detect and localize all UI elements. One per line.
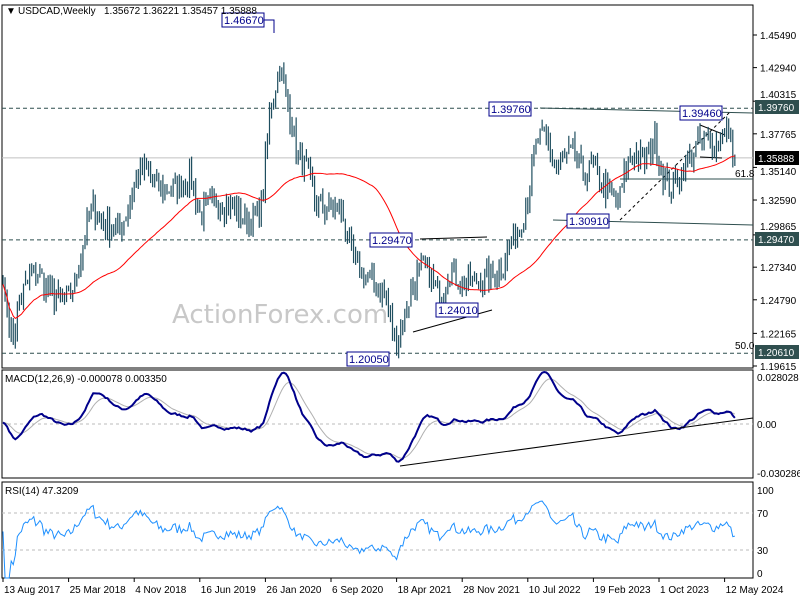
price-tick-label: 1.37765	[760, 130, 797, 141]
rsi-label: RSI(14) 47.3209	[5, 486, 79, 497]
ohlc-readout: 1.35672 1.36221 1.35457 1.35888	[104, 6, 257, 17]
price-bars	[2, 62, 736, 359]
annotation-1-29470: 1.29470	[369, 232, 413, 248]
annotation-1-39460: 1.39460	[679, 105, 723, 121]
tag-current-price: 1.35888	[758, 154, 795, 165]
svg-text:1.24010: 1.24010	[438, 305, 478, 317]
date-tick-label: 16 Jun 2019	[201, 585, 256, 596]
annotation-1-30910: 1.30910	[566, 213, 610, 229]
price-tick-label: 1.22165	[760, 329, 797, 340]
price-tick-label: 1.40315	[760, 90, 797, 101]
moving-average-line	[2, 155, 735, 320]
price-tick-label: 1.35140	[760, 167, 797, 178]
date-tick-label: 1 Oct 2023	[660, 585, 709, 596]
flag-lower-line	[699, 156, 723, 159]
price-tick-label: 1.32590	[760, 196, 797, 207]
symbol-label: USDCAD,Weekly	[18, 6, 96, 17]
fib-50-label: 50.0	[735, 341, 755, 352]
macd-tick-zero: 0.00	[757, 420, 777, 431]
watermark: ActionForex.com	[172, 300, 388, 330]
date-tick-label: 25 Mar 2018	[70, 585, 127, 596]
date-tick-label: 26 Jan 2020	[266, 585, 321, 596]
svg-text:1.30910: 1.30910	[569, 216, 609, 228]
price-panel-frame	[1, 4, 754, 369]
price-tick-label: 1.27340	[760, 263, 797, 274]
svg-text:1.46670: 1.46670	[224, 15, 264, 27]
rsi-panel-frame	[1, 481, 754, 579]
date-tick-label: 10 Jul 2022	[529, 585, 581, 596]
svg-text:1.39460: 1.39460	[682, 108, 722, 120]
rsi-line	[2, 500, 735, 579]
date-tick-label: 28 Nov 2021	[463, 585, 520, 596]
svg-text:1.20050: 1.20050	[349, 354, 389, 366]
annotation-1-24010: 1.24010	[435, 302, 479, 318]
price-tick-label: 1.29865	[760, 222, 797, 233]
svg-text:1.29470: 1.29470	[372, 235, 412, 247]
rsi-tick-70: 70	[757, 509, 769, 520]
date-tick-label: 18 Apr 2021	[398, 585, 452, 596]
fib-618-label: 61.8	[735, 169, 755, 180]
rsi-tick-100: 100	[757, 486, 774, 497]
collapse-triangle-icon[interactable]: ▼	[6, 6, 16, 17]
rsi-tick-30: 30	[757, 546, 769, 557]
annotation-high-1-46670: 1.46670	[221, 12, 275, 33]
date-tick-label: 12 May 2024	[726, 585, 784, 596]
macd-label: MACD(12,26,9) -0.000078 0.003350	[5, 374, 167, 385]
macd-line	[2, 370, 736, 463]
tag-1-20610: 1.20610	[758, 348, 795, 359]
rsi-tick-0: 0	[757, 569, 763, 580]
annotations: 1.46670 1.39760 1.39460 1.29470 1.24010 …	[221, 12, 755, 367]
date-tick-label: 19 Feb 2023	[594, 585, 651, 596]
date-axis: 13 Aug 2017 25 Mar 2018 4 Nov 2018 16 Jun 2…	[2, 578, 784, 596]
date-tick-label: 13 Aug 2017	[4, 585, 61, 596]
tag-1-29470: 1.29470	[758, 235, 795, 246]
annotation-low-1-20050: 1.20050	[346, 351, 390, 367]
svg-text:1.39760: 1.39760	[491, 104, 531, 116]
price-tags: 1.39760 1.35888 1.29470 1.20610	[755, 100, 799, 359]
macd-tick-top: 0.028028	[757, 373, 799, 384]
date-tick-label: 4 Nov 2018	[135, 585, 187, 596]
price-tick-label: 1.42940	[760, 64, 797, 75]
macd-signal-line	[2, 378, 736, 459]
macd-tick-bottom: -0.030286	[757, 469, 800, 480]
price-axis: 1.45490 1.42940 1.40315 1.37765 1.35140 1.325…	[753, 31, 797, 373]
triangle-upper-line	[419, 236, 488, 240]
price-tick-label: 1.19615	[760, 362, 797, 373]
annotation-1-39760: 1.39760	[488, 101, 532, 117]
price-tick-label: 1.24790	[760, 296, 797, 307]
tag-1-39760: 1.39760	[758, 103, 795, 114]
macd-trendline	[399, 417, 754, 467]
date-tick-label: 6 Sep 2020	[332, 585, 384, 596]
price-tick-label: 1.45490	[760, 31, 797, 42]
triangle-lower-line	[412, 309, 493, 333]
